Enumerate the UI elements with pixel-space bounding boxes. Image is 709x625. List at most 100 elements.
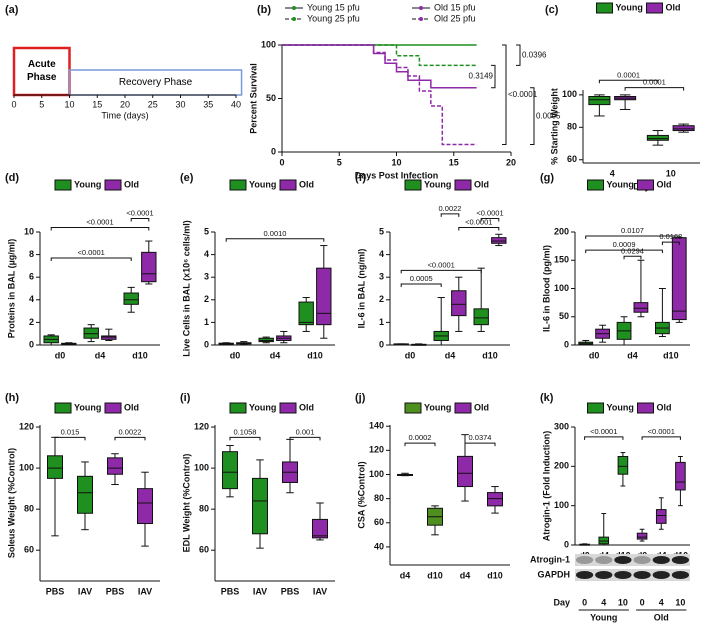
- legend-label: Old: [657, 402, 672, 412]
- significance-bracket: [464, 442, 496, 447]
- legend-swatch: [104, 402, 122, 414]
- x-tick-label: 25: [148, 99, 158, 109]
- blot-row-label: Atrogin-1: [530, 554, 570, 564]
- panel-label: (f): [355, 172, 366, 184]
- panel-label: (g): [540, 172, 554, 184]
- box: [123, 292, 139, 305]
- box: [258, 337, 274, 343]
- x-tick-label: 40: [231, 99, 241, 109]
- significance-bracket: [624, 87, 685, 91]
- blot-day: 4: [601, 597, 606, 607]
- box: [252, 477, 268, 535]
- legend-label: Young: [249, 179, 276, 189]
- y-axis-label: Atrogin-1 (Fold Induction): [541, 431, 551, 541]
- x-tick-label: 20: [120, 99, 130, 109]
- legend-marker: [419, 6, 423, 10]
- survival-line: [282, 44, 477, 89]
- legend-label: Young 15 pfu: [307, 2, 360, 12]
- survival-line: [282, 44, 477, 67]
- y-axis-label: IL-6 in Blood (pg/ml): [541, 245, 551, 332]
- y-tick-label: 0: [564, 339, 569, 349]
- box: [47, 455, 63, 479]
- x-tick-label: IAV: [313, 586, 327, 596]
- x-tick-label: 10: [64, 99, 74, 109]
- legend-label: Old: [299, 402, 314, 412]
- legend-marker: [292, 17, 296, 21]
- p-value: 0.0107: [621, 226, 644, 235]
- y-tick-label: 100: [369, 469, 384, 479]
- blot-band: [575, 556, 594, 564]
- x-tick-label: d10: [307, 350, 323, 360]
- legend-label: Young: [616, 2, 643, 12]
- significance-bracket: [584, 436, 624, 440]
- box: [137, 488, 153, 525]
- y-tick-label: 1: [379, 317, 384, 327]
- x-tick-label: PBS: [46, 586, 65, 596]
- legend-swatch: [587, 179, 604, 191]
- legend-swatch: [637, 179, 654, 191]
- y-tick-label: 80: [24, 504, 34, 514]
- y-tick-label: 100: [261, 39, 276, 49]
- box: [101, 335, 117, 340]
- legend-swatch: [104, 179, 122, 191]
- box: [633, 302, 649, 313]
- x-tick-label: 10: [391, 157, 401, 167]
- legend-label: Old: [124, 402, 139, 412]
- x-tick-label: PBS: [281, 586, 300, 596]
- significance-bracket: [130, 217, 150, 222]
- p-value: <0.0001: [78, 248, 105, 257]
- x-tick-label: PBS: [106, 586, 125, 596]
- x-tick-label: 20: [506, 157, 516, 167]
- y-tick-label: 5: [204, 226, 209, 236]
- significance-bracket: [440, 213, 460, 217]
- box: [655, 509, 667, 524]
- significance-bracket: [623, 255, 642, 260]
- p-value: 0.0010: [264, 229, 287, 238]
- box: [675, 461, 686, 491]
- y-axis-label: Live Cells in BAL (x10⁶ cells/ml): [181, 220, 191, 357]
- y-tick-label: 100: [194, 462, 209, 472]
- significance-bracket: [458, 226, 500, 231]
- blot-band: [575, 571, 594, 579]
- blot-band: [595, 556, 613, 564]
- y-axis-label: % Starting Weight: [549, 88, 559, 165]
- y-axis-label: Soleus Weight (%Control): [6, 448, 16, 558]
- y-tick-label: 2: [29, 317, 34, 327]
- p-value: <0.0001: [590, 427, 617, 436]
- box: [77, 475, 93, 514]
- x-tick-label: d10: [132, 350, 148, 360]
- blot-band: [595, 571, 613, 579]
- y-axis-label: EDL Weight (%Control): [181, 454, 191, 553]
- blot-band: [633, 571, 651, 579]
- p-value: 0.0163: [659, 232, 682, 241]
- significance-bracket: [516, 44, 521, 66]
- legend-label: Old 25 pfu: [434, 13, 476, 23]
- y-tick-label: 3: [204, 272, 209, 282]
- x-tick-label: d4: [270, 350, 281, 360]
- legend-swatch: [54, 402, 72, 414]
- y-tick-label: 0: [29, 339, 34, 349]
- box: [222, 451, 238, 490]
- y-tick-label: 200: [554, 226, 569, 236]
- panel-label: (c): [545, 4, 559, 16]
- legend-swatch: [587, 402, 604, 414]
- y-tick-label: 2: [379, 294, 384, 304]
- x-tick-label: d4: [460, 570, 471, 580]
- p-value: <0.0001: [648, 427, 675, 436]
- legend-swatch: [646, 2, 663, 14]
- p-value: 0.0294: [621, 246, 644, 255]
- x-tick-label: d0: [230, 350, 241, 360]
- y-axis-label: Percent Survival: [248, 63, 258, 134]
- box: [636, 532, 648, 540]
- p-value: <0.0001: [508, 90, 538, 99]
- significance-bracket: [400, 269, 482, 274]
- blot-band: [671, 571, 690, 579]
- box: [491, 237, 507, 244]
- significance-bracket: [289, 436, 321, 441]
- panel-label: (b): [257, 4, 271, 16]
- y-tick-label: 60: [199, 545, 209, 555]
- significance-bracket: [114, 436, 146, 441]
- panel-label: (h): [5, 392, 19, 404]
- blot-day: 0: [640, 597, 645, 607]
- y-tick-label: 2: [204, 294, 209, 304]
